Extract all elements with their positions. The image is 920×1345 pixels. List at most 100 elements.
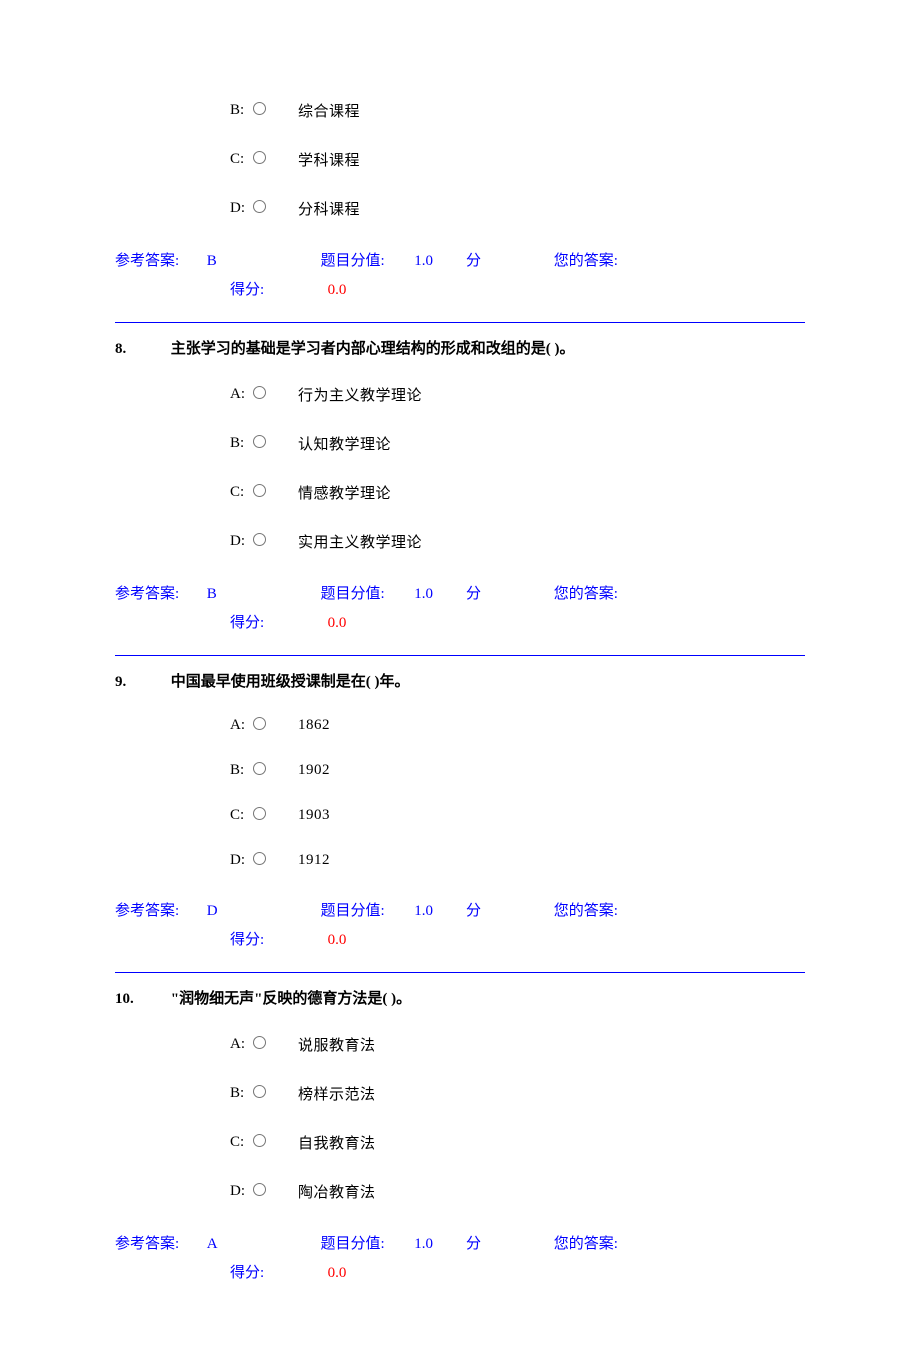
option-letter: D:	[230, 200, 252, 217]
score-value: 0.0	[328, 282, 347, 298]
your-answer-label: 您的答案:	[669, 1230, 799, 1259]
option-radio[interactable]	[253, 1183, 266, 1196]
option-radio[interactable]	[253, 102, 266, 115]
ref-answer-label: 参考答案:	[230, 897, 316, 926]
score-label-wrap	[270, 276, 322, 305]
question-divider	[115, 972, 805, 973]
option-letter: D:	[230, 852, 252, 869]
option-text: 综合课程	[298, 100, 360, 121]
question-divider	[115, 322, 805, 323]
option-row: C: 1903	[115, 807, 805, 824]
score-label-wrap	[270, 926, 322, 955]
your-answer-label: 您的答案:	[669, 580, 799, 609]
question-block-9: 9. 中国最早使用班级授课制是在( )年。 A: 1862 B: 1902 C:…	[115, 670, 805, 973]
ref-answer-label: 参考答案:	[230, 247, 316, 276]
question-number: 9.	[115, 674, 167, 691]
option-row: A: 1862	[115, 717, 805, 734]
question-divider	[115, 655, 805, 656]
option-text: 陶冶教育法	[298, 1181, 376, 1202]
option-text: 1912	[298, 852, 330, 869]
option-letter: B:	[230, 102, 252, 119]
score-value: 0.0	[328, 615, 347, 631]
option-radio[interactable]	[253, 1036, 266, 1049]
option-text: 榜样示范法	[298, 1083, 376, 1104]
option-row: B: 榜样示范法	[115, 1083, 805, 1104]
option-letter: D:	[230, 1183, 252, 1200]
option-row: D: 陶冶教育法	[115, 1181, 805, 1202]
option-letter: D:	[230, 533, 252, 550]
option-row: B: 1902	[115, 762, 805, 779]
score-label: 得分:	[230, 615, 264, 631]
question-block-8: 8. 主张学习的基础是学习者内部心理结构的形成和改组的是( )。 A: 行为主义…	[115, 337, 805, 656]
option-row: D: 分科课程	[115, 198, 805, 219]
your-answer-label: 您的答案:	[669, 247, 799, 276]
option-radio[interactable]	[253, 435, 266, 448]
option-text: 情感教学理论	[298, 482, 391, 503]
option-radio[interactable]	[253, 1134, 266, 1147]
answer-line: 参考答案: B 题目分值: 1.0 分 您的答案: 得分: 0.0	[115, 247, 805, 304]
option-radio[interactable]	[253, 151, 266, 164]
option-letter: A:	[230, 717, 252, 734]
question-number: 8.	[115, 341, 167, 358]
question-block-10: 10. "润物细无声"反映的德育方法是( )。 A: 说服教育法 B: 榜样示范…	[115, 987, 805, 1287]
option-row: C: 自我教育法	[115, 1132, 805, 1153]
option-text: 自我教育法	[298, 1132, 376, 1153]
question-number: 10.	[115, 991, 167, 1008]
answer-line: 参考答案: B 题目分值: 1.0 分 您的答案: 得分: 0.0	[115, 580, 805, 637]
option-text: 说服教育法	[298, 1034, 376, 1055]
question-text: "润物细无声"反映的德育方法是( )。	[171, 991, 411, 1007]
option-text: 行为主义教学理论	[298, 384, 422, 405]
score-label-wrap	[270, 609, 322, 638]
option-text: 分科课程	[298, 198, 360, 219]
option-row: C: 学科课程	[115, 149, 805, 170]
score-label: 得分:	[230, 282, 264, 298]
option-radio[interactable]	[253, 484, 266, 497]
option-row: C: 情感教学理论	[115, 482, 805, 503]
question-stem: 8. 主张学习的基础是学习者内部心理结构的形成和改组的是( )。	[115, 337, 805, 358]
score-value: 0.0	[328, 1265, 347, 1281]
option-text: 实用主义教学理论	[298, 531, 422, 552]
score-label-wrap	[270, 1259, 322, 1288]
option-radio[interactable]	[253, 762, 266, 775]
option-letter: B:	[230, 435, 252, 452]
score-label: 得分:	[230, 932, 264, 948]
ref-answer-label: 参考答案:	[230, 580, 316, 609]
option-letter: A:	[230, 1036, 252, 1053]
option-row: A: 说服教育法	[115, 1034, 805, 1055]
option-text: 1862	[298, 717, 330, 734]
ref-answer-label: 参考答案:	[230, 1230, 316, 1259]
option-row: B: 认知教学理论	[115, 433, 805, 454]
option-text: 学科课程	[298, 149, 360, 170]
option-radio[interactable]	[253, 533, 266, 546]
option-radio[interactable]	[253, 852, 266, 865]
question-block-partial: B: 综合课程 C: 学科课程 D: 分科课程 参考答案: B 题目分值: 1.…	[115, 100, 805, 323]
option-text: 1902	[298, 762, 330, 779]
option-row: B: 综合课程	[115, 100, 805, 121]
exam-page: B: 综合课程 C: 学科课程 D: 分科课程 参考答案: B 题目分值: 1.…	[0, 0, 920, 1345]
option-text: 认知教学理论	[298, 433, 391, 454]
question-text: 主张学习的基础是学习者内部心理结构的形成和改组的是( )。	[171, 341, 575, 357]
question-text: 中国最早使用班级授课制是在( )年。	[171, 674, 410, 690]
option-radio[interactable]	[253, 1085, 266, 1098]
option-row: D: 1912	[115, 852, 805, 869]
option-radio[interactable]	[253, 386, 266, 399]
option-letter: C:	[230, 484, 252, 501]
option-letter: B:	[230, 762, 252, 779]
option-radio[interactable]	[253, 807, 266, 820]
option-radio[interactable]	[253, 200, 266, 213]
answer-line: 参考答案: D 题目分值: 1.0 分 您的答案: 得分: 0.0	[115, 897, 805, 954]
option-letter: C:	[230, 151, 252, 168]
question-stem: 10. "润物细无声"反映的德育方法是( )。	[115, 987, 805, 1008]
option-letter: B:	[230, 1085, 252, 1102]
your-answer-label: 您的答案:	[669, 897, 799, 926]
option-row: D: 实用主义教学理论	[115, 531, 805, 552]
score-label: 得分:	[230, 1265, 264, 1281]
option-letter: C:	[230, 807, 252, 824]
answer-line: 参考答案: A 题目分值: 1.0 分 您的答案: 得分: 0.0	[115, 1230, 805, 1287]
option-letter: C:	[230, 1134, 252, 1151]
option-text: 1903	[298, 807, 330, 824]
question-stem: 9. 中国最早使用班级授课制是在( )年。	[115, 670, 805, 691]
option-radio[interactable]	[253, 717, 266, 730]
score-value: 0.0	[328, 932, 347, 948]
option-row: A: 行为主义教学理论	[115, 384, 805, 405]
